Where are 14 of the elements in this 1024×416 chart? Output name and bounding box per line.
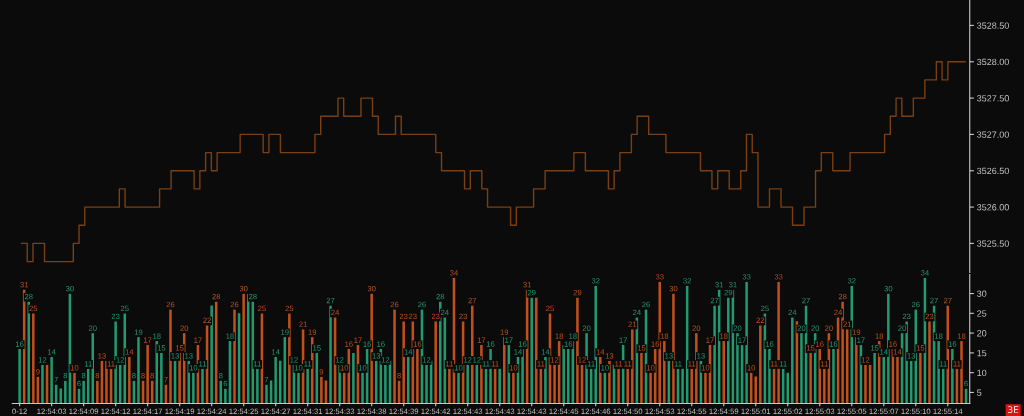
y-tick-label: 3526.50 [977,167,1009,175]
y-tick-label: 3528.50 [977,22,1009,29]
y-tick-label: 20 [977,330,987,337]
text: 3E [1008,406,1019,413]
y-tick-label: 3527.00 [977,131,1009,138]
y-tick-label: 5 [977,389,982,396]
y-tick-label: 3527.50 [977,95,1009,102]
y-tick-label: 15 [977,349,987,357]
y-tick-label: 3528.00 [977,58,1009,66]
y-tick-label: 3525.50 [977,240,1009,247]
y-tick-label: 10 [977,369,987,377]
y-tick-label: 30 [977,290,987,297]
y-tick-label: 3526.00 [977,204,1009,211]
y-tick-label: 25 [977,310,987,317]
